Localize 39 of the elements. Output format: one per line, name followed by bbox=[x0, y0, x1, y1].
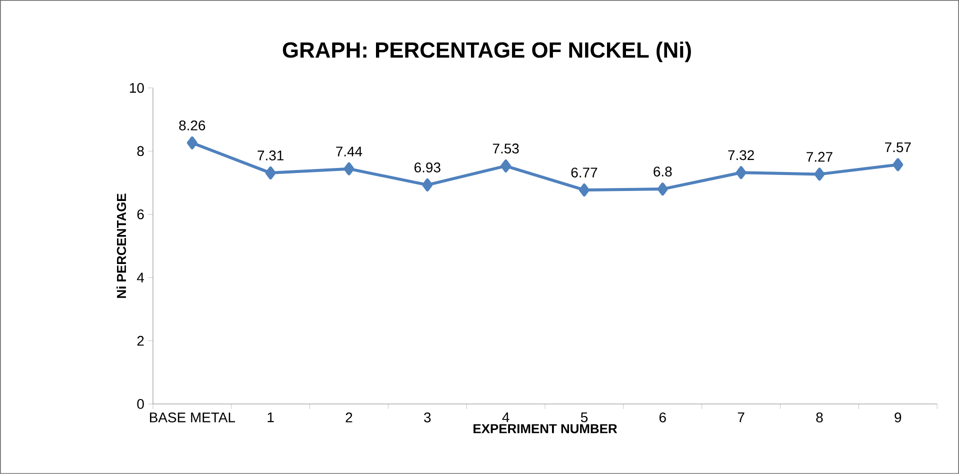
data-label: 7.32 bbox=[728, 150, 754, 160]
data-label: 6.8 bbox=[654, 166, 672, 177]
y-tick-label: 8 bbox=[137, 146, 144, 156]
y-tick-label: 6 bbox=[137, 209, 144, 220]
point bbox=[265, 166, 276, 180]
point bbox=[578, 184, 590, 197]
x-tick-label: 3 bbox=[424, 412, 431, 422]
x-tick-label: 2 bbox=[346, 412, 352, 422]
x-tick-label: 4 bbox=[502, 412, 510, 422]
chart-title: GRAPH: PERCENTAGE OF NICKEL (Ni) bbox=[282, 42, 691, 62]
data-label: 6.93 bbox=[414, 162, 440, 172]
data-label: 6.77 bbox=[571, 168, 598, 178]
y-tick-label: 0 bbox=[137, 399, 144, 409]
x-axis-title: EXPERIMENT NUMBER bbox=[474, 424, 618, 434]
x-tick-label: 7 bbox=[738, 412, 744, 422]
point bbox=[186, 136, 198, 150]
y-tick-label: 2 bbox=[137, 336, 144, 346]
data-label: 7.44 bbox=[336, 146, 362, 156]
x-tick-label: 6 bbox=[659, 412, 666, 422]
point bbox=[500, 160, 512, 173]
data-label: 7.53 bbox=[492, 144, 519, 154]
point bbox=[422, 178, 433, 192]
point bbox=[814, 168, 825, 181]
data-label: 8.26 bbox=[179, 120, 206, 130]
y-tick-label: 10 bbox=[130, 83, 144, 93]
x-tick-label: 1 bbox=[268, 412, 274, 422]
y-axis-title: Ni PERCENTAGE bbox=[116, 194, 126, 298]
point bbox=[892, 158, 904, 172]
x-tick-label: 9 bbox=[894, 412, 902, 422]
point bbox=[344, 162, 354, 176]
point bbox=[657, 182, 668, 196]
x-tick-label: 8 bbox=[816, 412, 823, 422]
x-tick-label: 5 bbox=[580, 412, 588, 422]
point bbox=[736, 166, 746, 180]
data-label: 7.27 bbox=[806, 152, 832, 162]
data-label: 7.57 bbox=[885, 142, 911, 152]
data-label: 7.31 bbox=[258, 150, 284, 160]
x-tick-label: BASE METAL bbox=[150, 412, 235, 422]
y-tick-label: 4 bbox=[136, 272, 144, 282]
